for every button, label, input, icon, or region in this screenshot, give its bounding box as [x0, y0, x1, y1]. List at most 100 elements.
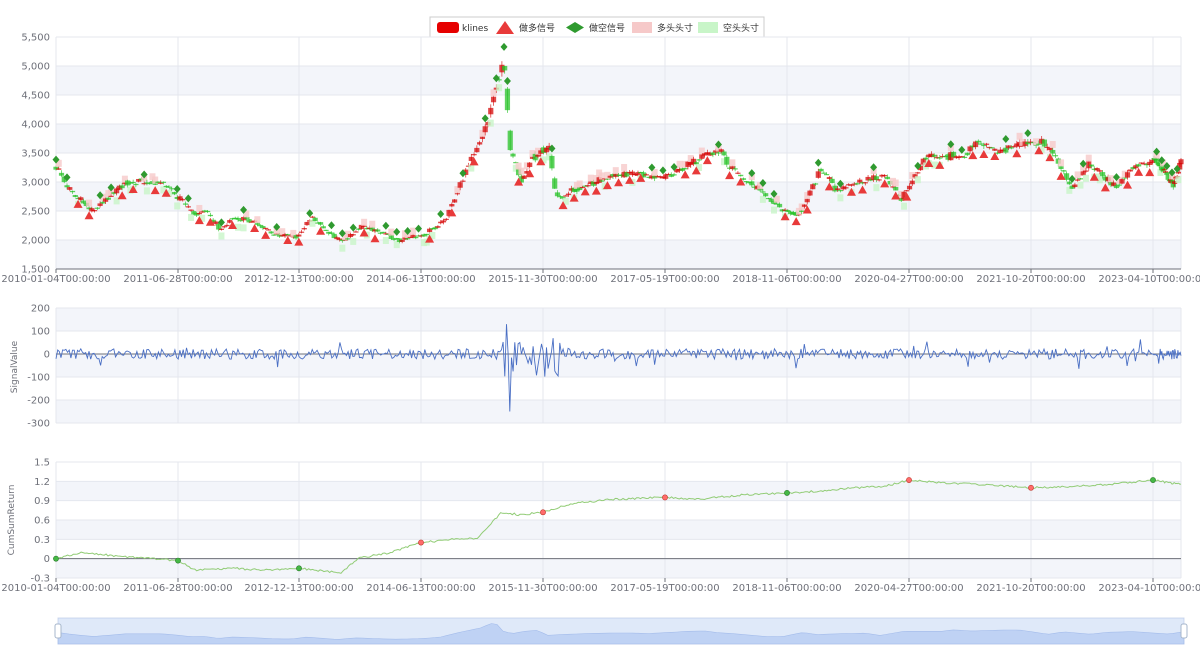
candle [1052, 155, 1059, 157]
long-position-mark [121, 175, 128, 183]
candle [399, 239, 405, 242]
long-position-mark [196, 204, 203, 212]
candle [1058, 166, 1064, 169]
x-tick-label: 2020-04-27T00:00:00 [854, 583, 963, 594]
long-position-mark [254, 216, 261, 224]
short-position-mark [350, 237, 357, 245]
long-position-mark [344, 230, 351, 238]
long-signal-marker [316, 226, 326, 235]
candle [193, 212, 200, 216]
short-position-mark [901, 202, 908, 210]
long-position-mark [1085, 154, 1092, 162]
long-position-mark [898, 190, 905, 198]
y-tick-label: 0.3 [34, 535, 50, 546]
long-position-mark [279, 228, 286, 236]
candle [293, 235, 299, 239]
candle [1077, 178, 1084, 180]
candle [1144, 164, 1150, 166]
long-position-mark [515, 162, 522, 170]
candle [749, 181, 755, 186]
candle [312, 217, 318, 222]
candle [970, 145, 976, 148]
short-signal-marker [349, 223, 357, 232]
grid-band [56, 66, 1181, 95]
candle [541, 147, 547, 153]
candle [746, 181, 752, 184]
candle [282, 234, 288, 237]
candle [396, 238, 403, 243]
candle [699, 154, 705, 159]
candle [254, 222, 260, 225]
candle [358, 224, 364, 230]
short-signal-marker [404, 226, 412, 235]
zoom-handle-right[interactable] [1180, 623, 1188, 639]
candle [152, 183, 158, 185]
signal-value-line [55, 324, 1182, 412]
candle [205, 210, 211, 213]
candle [1003, 147, 1009, 153]
legend-item[interactable]: 多头头寸 [632, 22, 693, 34]
legend-label: 做多信号 [519, 22, 555, 34]
short-signal-marker [63, 173, 71, 182]
x-tick-label: 2011-06-28T00:00:00 [123, 583, 232, 594]
candle [405, 238, 411, 240]
candle [224, 224, 230, 227]
long-signal-marker [558, 201, 568, 210]
short-signal-marker [1079, 159, 1087, 168]
candle [665, 173, 672, 176]
candle [235, 217, 241, 220]
candle [479, 136, 486, 139]
candle [854, 183, 860, 185]
legend-item[interactable]: 空头头寸 [698, 22, 759, 34]
candle [309, 216, 316, 218]
long-signal-marker [150, 186, 160, 195]
long-signal-marker [194, 216, 204, 225]
long-position-mark [687, 155, 694, 163]
x-tick-label: 2012-12-13T00:00:00 [244, 274, 353, 285]
legend-item[interactable]: 做多信号 [496, 21, 555, 34]
candle [1162, 171, 1169, 174]
candle [1169, 180, 1175, 182]
candle [1116, 184, 1122, 186]
candle [166, 186, 172, 188]
grid-band [56, 354, 1181, 377]
candle [429, 228, 435, 230]
long-signal-marker [569, 193, 579, 202]
zoom-handle-left[interactable] [54, 623, 62, 639]
long-signal-marker [780, 212, 790, 221]
candle [415, 235, 422, 237]
legend-swatch [566, 22, 584, 33]
candle [738, 174, 744, 177]
candle [972, 141, 979, 148]
long-signal-marker [1100, 183, 1110, 192]
x-tick-label: 2010-01-04T00:00:00 [1, 274, 110, 285]
long-signal-marker [205, 217, 215, 226]
long-signal-marker [902, 192, 912, 201]
candle [102, 198, 109, 202]
kline-panel: 5,500 5,000 4,500 4,000 3,500 3,000 2,500 2,000… [1, 33, 1200, 286]
candle [707, 153, 713, 156]
legend-item[interactable]: 做空信号 [566, 22, 625, 34]
zoom-selected-range[interactable] [58, 618, 1184, 644]
short-position-mark [429, 232, 436, 240]
candle [879, 174, 885, 177]
legend-item[interactable]: klines [437, 22, 488, 34]
short-position-mark [199, 214, 206, 222]
long-signal-marker [680, 170, 690, 179]
candle [696, 159, 702, 161]
long-signal-marker [425, 234, 435, 243]
candle [1156, 162, 1162, 167]
candle [477, 142, 483, 145]
long-position-mark [518, 167, 525, 175]
short-position-mark [1077, 181, 1084, 189]
candle [1111, 182, 1117, 187]
candle [801, 204, 808, 207]
candle [624, 172, 630, 177]
candle [221, 226, 227, 228]
short-position-mark [218, 232, 225, 240]
short-signal-marker [1173, 164, 1181, 173]
x-tick-label: 2012-12-13T00:00:00 [244, 583, 353, 594]
candle [571, 187, 577, 193]
datazoom-slider[interactable] [54, 617, 1188, 645]
candle [926, 154, 932, 158]
